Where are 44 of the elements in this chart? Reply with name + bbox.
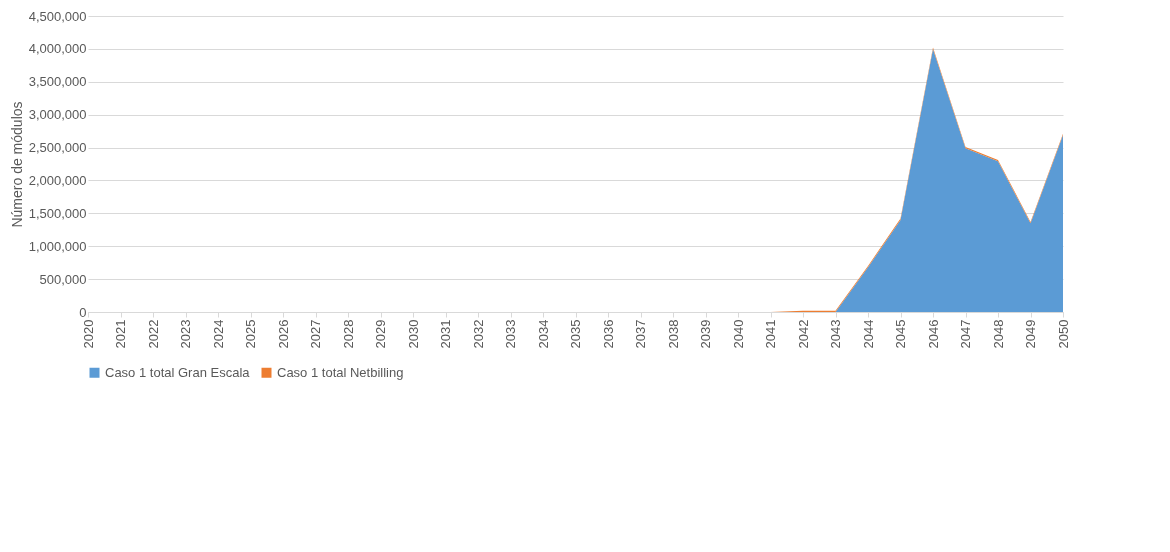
legend-label: Caso 1 total Gran Escala [105,364,251,380]
y-tick-label: 1,000,000 [28,238,87,254]
x-tick-label: 2049 [1023,319,1038,349]
x-tick-label: 2046 [925,319,941,349]
x-tick-label: 2021 [113,319,128,349]
y-tick-label: 2,000,000 [28,172,87,188]
x-tick-label: 2037 [633,319,648,349]
legend-label: Caso 1 total Netbilling [277,364,404,380]
x-tick-label: 2045 [893,319,908,349]
x-tick-label: 2025 [243,319,258,349]
x-tick-label: 2030 [405,319,421,349]
x-tick-label: 2027 [308,319,323,349]
x-tick-label: 2031 [438,319,453,349]
x-tick-label: 2020 [80,319,96,349]
x-tick-label: 2041 [763,319,778,349]
x-tick-label: 2034 [535,319,551,349]
x-tick-label: 2026 [275,319,291,349]
x-tick-label: 2038 [665,319,681,349]
x-tick-label: 2043 [828,319,843,349]
x-tick-label: 2029 [373,319,388,349]
x-tick-label: 2044 [860,319,876,349]
x-tick-label: 2036 [600,319,616,349]
y-tick-label: 0 [79,304,87,320]
x-tick-label: 2050 [1055,319,1071,349]
y-tick-label: 2,500,000 [28,140,87,156]
x-tick-label: 2039 [698,319,713,349]
x-tick-label: 2033 [503,319,518,349]
y-tick-label: 4,000,000 [28,41,87,57]
y-tick-label: 500,000 [39,271,87,287]
y-tick-label: 4,500,000 [28,8,87,24]
y-tick-label: 3,500,000 [28,74,87,90]
y-tick-label: 3,000,000 [28,107,87,123]
x-tick-label: 2040 [730,319,746,349]
x-tick-label: 2048 [990,319,1006,349]
x-tick-label: 2024 [210,319,226,349]
y-axis-title: Número de módulos [8,101,25,228]
x-tick-label: 2042 [795,319,811,349]
x-tick-label: 2032 [470,319,486,349]
x-tick-label: 2023 [178,319,193,349]
x-tick-label: 2022 [145,319,161,349]
x-tick-label: 2035 [568,319,583,349]
y-tick-label: 1,500,000 [28,205,87,221]
x-tick-label: 2047 [958,319,973,349]
x-tick-label: 2028 [340,319,356,349]
